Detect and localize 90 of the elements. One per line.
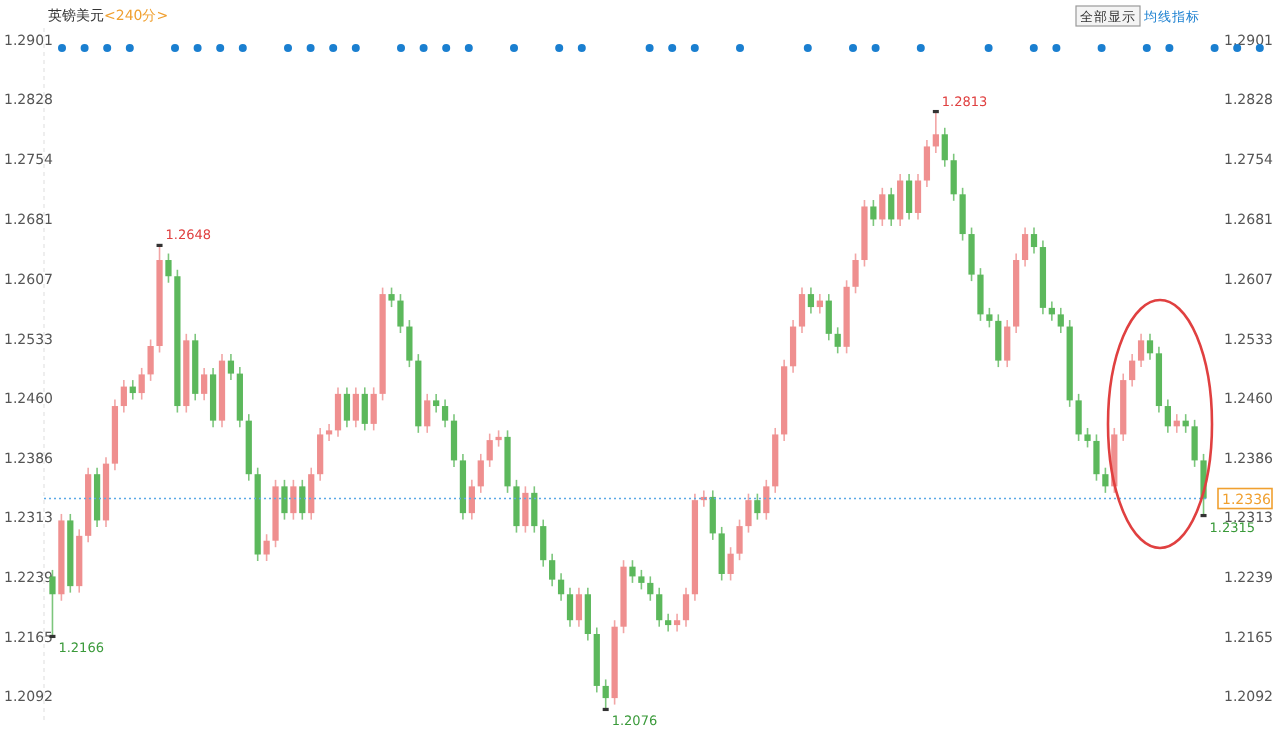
candlestick [977, 267, 984, 322]
candlestick [540, 518, 547, 568]
candlestick [120, 379, 127, 414]
candlestick [361, 386, 368, 432]
candlestick [673, 612, 681, 633]
candlestick [477, 453, 484, 494]
candlestick [549, 552, 556, 587]
candlestick [1129, 353, 1136, 388]
candlestick [986, 307, 993, 329]
candlestick [941, 126, 948, 168]
candlestick [138, 367, 145, 401]
candlestick [1030, 226, 1038, 255]
candlestick [870, 199, 877, 227]
candlestick [165, 252, 172, 284]
candlestick [1057, 307, 1064, 334]
candlestick [905, 173, 913, 221]
candlestick [852, 252, 859, 295]
candlestick [995, 313, 1002, 368]
candlestick [629, 559, 636, 584]
candlestick [513, 479, 520, 534]
candlestick [370, 386, 377, 432]
candlestick [584, 586, 591, 642]
candlestick [718, 526, 725, 582]
candlestick [201, 367, 208, 402]
candlestick [93, 466, 101, 528]
candlestick [879, 187, 886, 227]
candlestick [1137, 333, 1145, 368]
candlestick [325, 423, 333, 442]
candlestick [602, 678, 609, 711]
candlestick [682, 586, 690, 628]
candlestick [522, 485, 529, 534]
candlestick [968, 226, 975, 282]
candlestick [1021, 226, 1029, 268]
candlestick [950, 152, 957, 202]
candlestick [1093, 433, 1100, 482]
candlestick [1004, 319, 1011, 368]
candlestick [656, 586, 663, 628]
candlestick [888, 187, 895, 227]
candlestick [486, 432, 493, 468]
candlestick [450, 413, 458, 468]
candlestick [754, 492, 761, 521]
candlestick [352, 386, 359, 428]
candlestick [299, 479, 306, 521]
candlestick [763, 479, 770, 521]
candlestick [531, 485, 538, 534]
candlestick [709, 489, 716, 541]
candlestick [959, 187, 966, 242]
candlestick [638, 569, 645, 591]
candlestick [566, 586, 574, 628]
candlestick [281, 479, 288, 521]
candlestick [914, 173, 922, 221]
candlestick [1084, 427, 1091, 449]
candlestick [1102, 466, 1109, 494]
candlestick [441, 398, 449, 428]
candlestick [308, 466, 315, 521]
candlestick [397, 293, 404, 334]
candlestick [227, 353, 235, 381]
candlestick [1146, 333, 1154, 361]
candlestick [236, 366, 243, 428]
candlestick [424, 393, 431, 434]
candlestick [433, 393, 440, 414]
candlestick [665, 612, 672, 633]
candlestick [343, 386, 351, 428]
candlestick [807, 286, 815, 315]
candlestick [834, 326, 841, 355]
candlestick [1191, 419, 1198, 468]
candlestick [317, 427, 324, 482]
candlestick [388, 286, 395, 308]
candlestick [209, 367, 217, 428]
candlestick [49, 569, 56, 638]
candlestick [825, 293, 832, 342]
candlestick [147, 338, 154, 382]
candlestick [798, 286, 806, 334]
candlestick [897, 173, 904, 227]
candlestick [468, 479, 475, 521]
candlestick [727, 546, 734, 582]
candlestick [1075, 393, 1082, 442]
candlestick [334, 386, 342, 438]
candlestick [923, 139, 931, 188]
candlestick [736, 518, 743, 561]
candlestick [1164, 398, 1171, 434]
candlestick [290, 479, 297, 521]
candlestick [932, 110, 939, 154]
candlestick [745, 492, 752, 534]
candlestick [789, 319, 797, 374]
candlestick [406, 319, 413, 368]
candlestick [575, 586, 583, 628]
candlestick [647, 575, 654, 602]
candlestick [557, 572, 565, 602]
candlestick [263, 533, 270, 562]
